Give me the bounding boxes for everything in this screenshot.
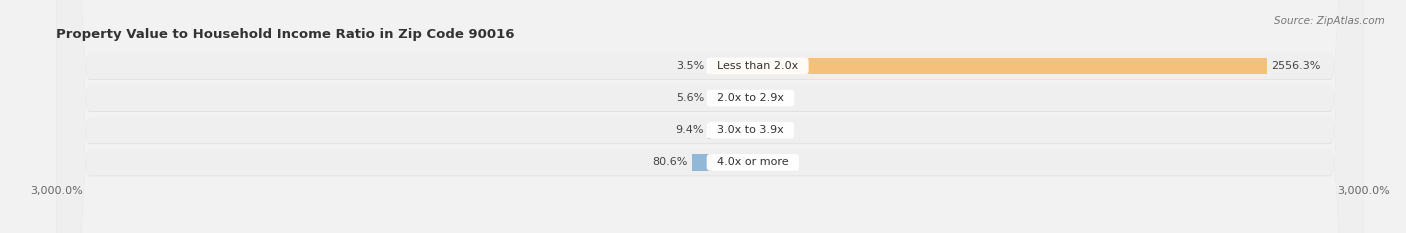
FancyBboxPatch shape <box>56 0 1364 233</box>
FancyBboxPatch shape <box>56 0 1364 233</box>
FancyBboxPatch shape <box>56 0 1364 233</box>
Text: 9.4%: 9.4% <box>675 125 703 135</box>
Text: Less than 2.0x: Less than 2.0x <box>710 61 806 71</box>
Bar <box>710 58 1267 74</box>
FancyBboxPatch shape <box>56 0 1364 233</box>
FancyBboxPatch shape <box>56 0 1364 233</box>
Text: 4.7%: 4.7% <box>716 93 744 103</box>
Text: 10.2%: 10.2% <box>717 158 752 168</box>
Text: Property Value to Household Income Ratio in Zip Code 90016: Property Value to Household Income Ratio… <box>56 28 515 41</box>
FancyBboxPatch shape <box>56 0 1364 233</box>
Text: 3.5%: 3.5% <box>676 61 704 71</box>
Bar <box>709 122 710 139</box>
Text: Source: ZipAtlas.com: Source: ZipAtlas.com <box>1274 16 1385 26</box>
FancyBboxPatch shape <box>56 0 1364 233</box>
Text: 4.0x or more: 4.0x or more <box>710 158 796 168</box>
Text: 2556.3%: 2556.3% <box>1271 61 1320 71</box>
Text: 4.8%: 4.8% <box>716 125 744 135</box>
Text: 3.0x to 3.9x: 3.0x to 3.9x <box>710 125 790 135</box>
Bar <box>710 154 713 171</box>
Bar <box>693 154 710 171</box>
FancyBboxPatch shape <box>56 0 1364 233</box>
Text: 2.0x to 2.9x: 2.0x to 2.9x <box>710 93 792 103</box>
Text: 5.6%: 5.6% <box>676 93 704 103</box>
Text: 80.6%: 80.6% <box>652 158 688 168</box>
